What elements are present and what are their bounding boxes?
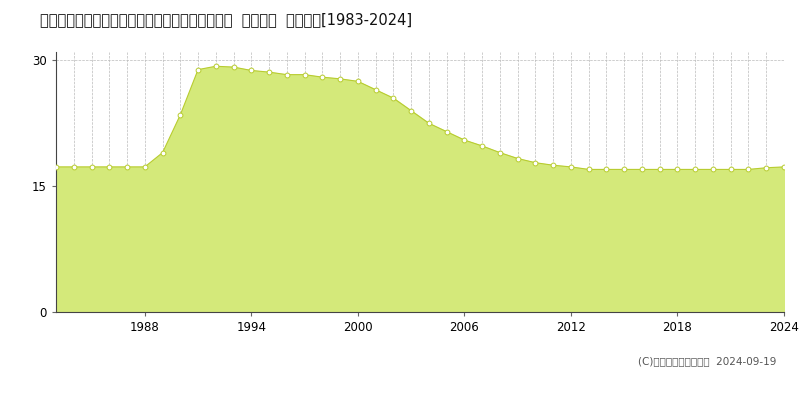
Point (192, 66, 205, 73)
Point (511, 155, 524, 162)
Point (529, 160, 542, 166)
Point (778, 164, 790, 170)
Point (689, 166, 702, 173)
Point (245, 67, 258, 74)
Point (582, 166, 595, 173)
Point (351, 78, 364, 84)
Point (67, 164, 80, 170)
Point (334, 76, 346, 82)
Point (50, 164, 62, 170)
Point (281, 72, 294, 78)
Point (227, 64, 240, 70)
Point (210, 63, 222, 70)
Point (298, 72, 311, 78)
Point (565, 164, 578, 170)
Point (635, 166, 648, 173)
Point (316, 74, 329, 80)
Text: 愛知県知多郡東浦町大字緒川字肥後原１番２１０  公示地価  地価推移[1983-2024]: 愛知県知多郡東浦町大字緒川字肥後原１番２１０ 公示地価 地価推移[1983-20… (40, 12, 412, 27)
Point (600, 166, 613, 173)
Point (262, 69, 275, 75)
Point (724, 166, 737, 173)
Point (742, 166, 755, 173)
Point (156, 150, 169, 156)
Point (760, 164, 773, 171)
Point (494, 150, 506, 156)
Point (422, 120, 435, 126)
Point (458, 137, 470, 143)
Point (618, 166, 630, 173)
Point (671, 166, 684, 173)
Point (654, 166, 666, 173)
Text: (C)土地価格ドットコム  2024-09-19: (C)土地価格ドットコム 2024-09-19 (638, 356, 776, 366)
Point (174, 112, 186, 118)
Point (138, 164, 151, 170)
Point (546, 162, 559, 168)
Point (370, 86, 382, 93)
Point (121, 164, 134, 170)
Point (440, 128, 453, 135)
Point (85, 164, 98, 170)
Point (476, 143, 489, 149)
Point (103, 164, 116, 170)
Point (706, 166, 719, 173)
Point (387, 95, 400, 101)
Point (405, 108, 418, 114)
